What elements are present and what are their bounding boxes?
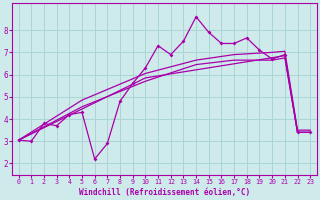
X-axis label: Windchill (Refroidissement éolien,°C): Windchill (Refroidissement éolien,°C) [79,188,250,197]
